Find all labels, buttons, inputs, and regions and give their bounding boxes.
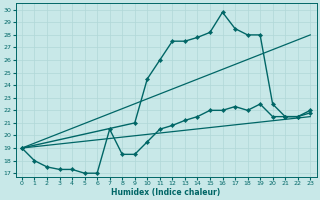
X-axis label: Humidex (Indice chaleur): Humidex (Indice chaleur) (111, 188, 221, 197)
